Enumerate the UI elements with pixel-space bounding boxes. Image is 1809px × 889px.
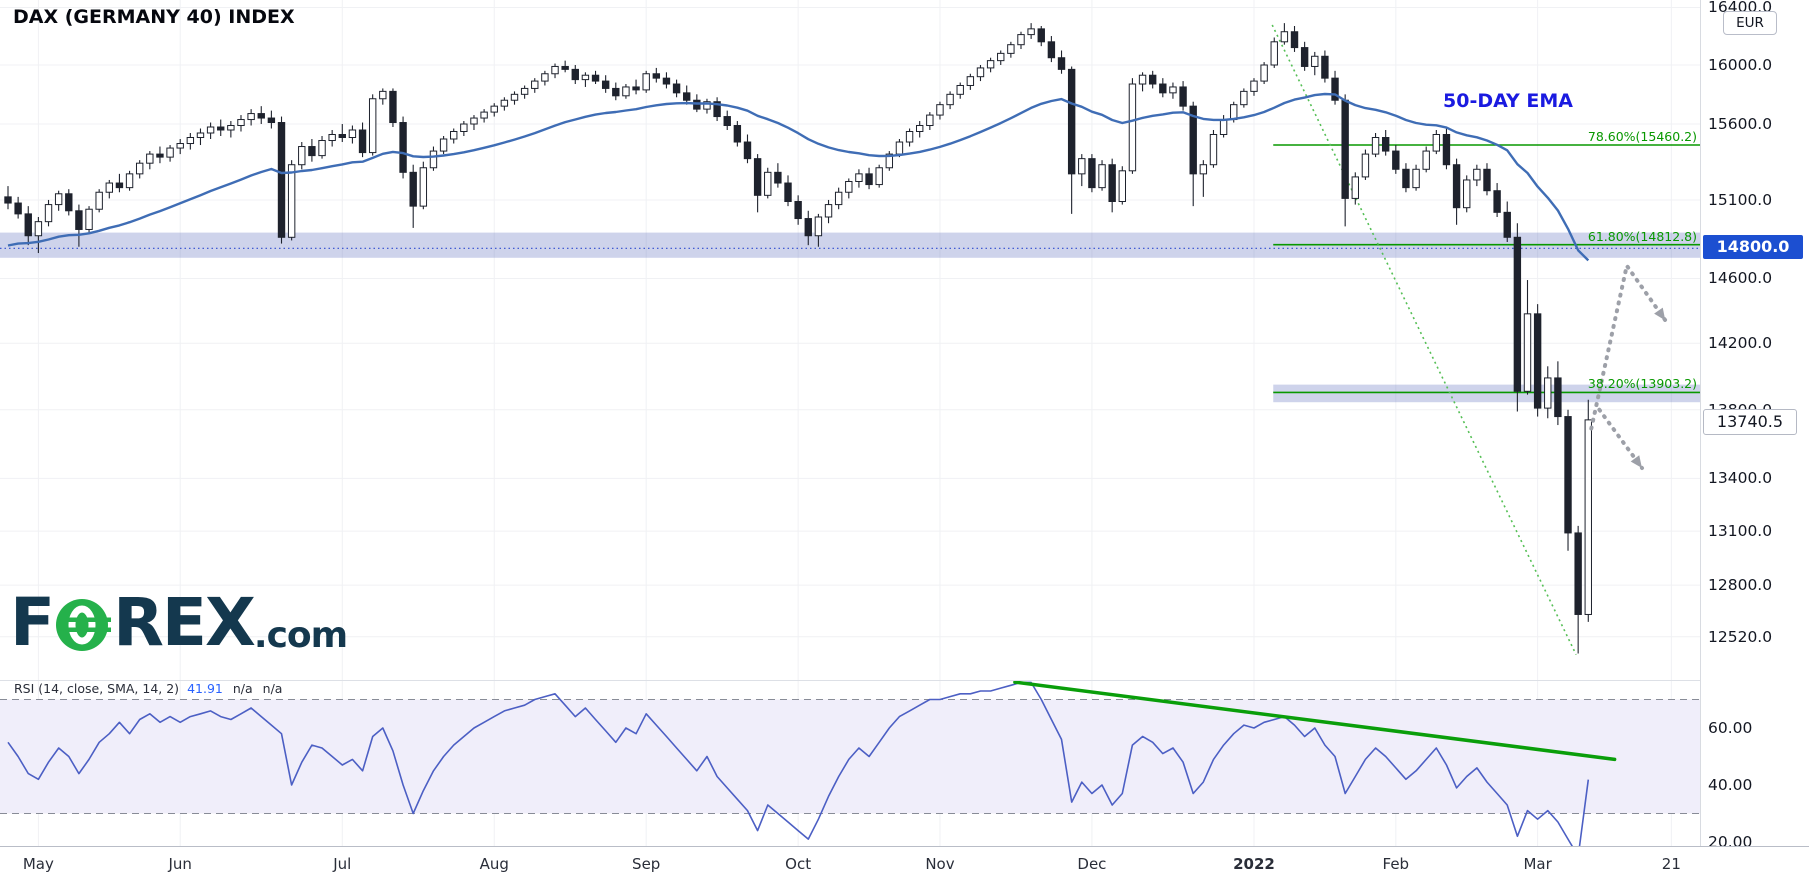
time-tick-label: Jun — [168, 855, 192, 873]
rsi-last-value: 41.91 — [187, 681, 223, 696]
rsi-na-value-2: n/a — [262, 681, 283, 696]
projection-arrowhead — [1630, 455, 1642, 468]
logo-letter-f: F — [10, 584, 55, 661]
last-price-badge: 13740.5 — [1703, 408, 1797, 435]
price-tick-label: 14600.0 — [1708, 269, 1773, 288]
currency-badge: EUR — [1723, 11, 1777, 35]
fib-level-label: 38.20%(13903.2) — [1587, 376, 1697, 392]
rsi-line[interactable] — [7, 681, 1590, 846]
ema-annotation-label[interactable]: 50-DAY EMA — [1443, 90, 1573, 112]
time-tick-label: 21 — [1661, 855, 1681, 873]
downtrend-dotted-line[interactable] — [1271, 24, 1577, 655]
page-title: DAX (GERMANY 40) INDEX — [13, 6, 295, 28]
price-tick-label: 13400.0 — [1708, 469, 1773, 488]
time-tick-label: 2022 — [1233, 855, 1275, 873]
rsi-downtrend-line[interactable] — [1013, 680, 1617, 762]
price-axis[interactable]: EUR 14800.0 13740.5 16400.0 16000.0 15600.… — [1700, 0, 1809, 851]
time-tick-label: Mar — [1523, 855, 1552, 873]
price-tick-label: 15100.0 — [1708, 190, 1773, 209]
projection-arrowhead — [1654, 307, 1666, 321]
price-tick-label: 15600.0 — [1708, 115, 1773, 134]
projection-arrow[interactable] — [1589, 260, 1668, 431]
time-tick-label: Aug — [479, 855, 509, 873]
logo-euro-o-icon — [56, 598, 112, 651]
price-tick-label: 14200.0 — [1708, 334, 1773, 353]
time-tick-label: Dec — [1077, 855, 1107, 873]
logo-dotcom: .com — [253, 614, 348, 656]
time-tick-label: Sep — [632, 855, 661, 873]
candlestick-series[interactable] — [4, 23, 1592, 654]
price-tick-label: 12520.0 — [1708, 627, 1773, 646]
ema-line[interactable] — [7, 92, 1590, 262]
forex-com-logo: F REX .com — [10, 584, 348, 661]
rsi-tick-label: 40.00 — [1708, 776, 1753, 794]
time-tick-label: Oct — [785, 855, 812, 873]
time-tick-label: May — [22, 855, 54, 873]
time-tick-label: Nov — [925, 855, 955, 873]
rsi-tick-label: 60.00 — [1708, 719, 1753, 737]
price-tick-label: 16000.0 — [1708, 56, 1773, 74]
time-tick-label: Feb — [1382, 855, 1410, 873]
time-tick-label: Jul — [333, 855, 352, 873]
support-zone[interactable] — [1273, 384, 1700, 403]
logo-letters-rex: REX — [113, 584, 256, 661]
fib-level-label: 61.80%(14812.8) — [1587, 228, 1697, 244]
pane-separator[interactable] — [0, 680, 1809, 681]
time-axis[interactable]: May Jun Jul Aug Sep Oct Nov Dec 2022 Feb Mar 21 — [0, 846, 1809, 889]
rsi-band — [0, 699, 1700, 814]
fib-level-label: 78.60%(15460.2) — [1587, 128, 1697, 144]
rsi-na-value-1: n/a — [232, 681, 253, 696]
price-tick-label: 13100.0 — [1708, 522, 1773, 541]
rsi-indicator-legend[interactable]: RSI (14, close, SMA, 14, 2) 41.91 n/a n/a — [14, 681, 282, 696]
rsi-legend-title: RSI (14, close, SMA, 14, 2) — [14, 681, 180, 696]
price-level-badge-14800: 14800.0 — [1703, 234, 1803, 259]
chart-canvas[interactable] — [0, 0, 1700, 846]
price-tick-label: 12800.0 — [1708, 576, 1773, 595]
